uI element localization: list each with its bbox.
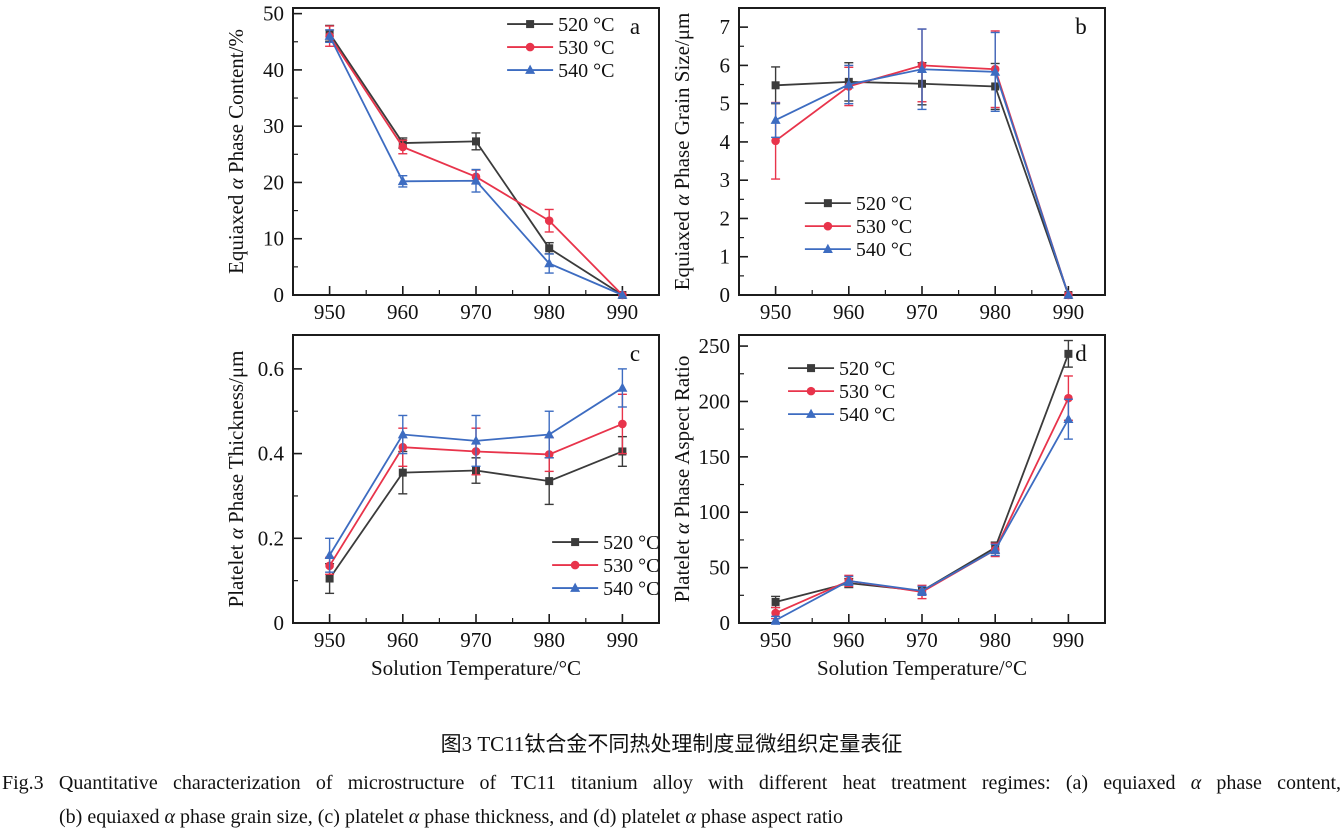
- svg-text:5: 5: [720, 92, 731, 116]
- svg-text:530 °C: 530 °C: [558, 37, 614, 59]
- caption-english: Fig.3 Quantitative characterization of m…: [2, 766, 1341, 834]
- svg-text:Equiaxed α Phase Content/%: Equiaxed α Phase Content/%: [224, 29, 248, 274]
- svg-text:0: 0: [720, 283, 731, 307]
- svg-text:c: c: [630, 341, 640, 366]
- panel-c: 950 960 970 980 990 0 0.2 0.4 0.6 Platelet α Phas…: [224, 329, 685, 689]
- svg-text:20: 20: [263, 170, 284, 194]
- svg-text:0: 0: [274, 611, 285, 635]
- svg-text:100: 100: [699, 500, 731, 524]
- svg-text:250: 250: [699, 334, 731, 358]
- svg-text:980: 980: [979, 300, 1011, 324]
- series-540 °C: [770, 28, 1074, 299]
- series-520 °C: [771, 339, 1073, 609]
- svg-text:960: 960: [833, 628, 865, 652]
- svg-text:970: 970: [460, 628, 492, 652]
- svg-text:980: 980: [979, 628, 1011, 652]
- svg-text:50: 50: [263, 2, 284, 26]
- series-540 °C: [324, 368, 628, 573]
- svg-text:960: 960: [833, 300, 865, 324]
- caption-chinese: 图3 TC11钛合金不同热处理制度显微组织定量表征: [440, 732, 903, 756]
- caption-english-line1: Fig.3 Quantitative characterization of m…: [2, 772, 1342, 794]
- svg-text:530 °C: 530 °C: [856, 216, 912, 238]
- svg-text:30: 30: [263, 114, 284, 138]
- svg-text:4: 4: [720, 130, 731, 154]
- svg-text:Platelet α Phase Thickness/μm: Platelet α Phase Thickness/μm: [224, 351, 248, 608]
- svg-text:980: 980: [533, 628, 565, 652]
- svg-text:Solution Temperature/°C: Solution Temperature/°C: [817, 656, 1027, 680]
- svg-text:150: 150: [699, 445, 731, 469]
- panel-d: 950 960 970 980 990 0 50 100 150 200 250 Platelet α…: [670, 329, 1131, 689]
- svg-text:40: 40: [263, 58, 284, 82]
- panel-b-chart: 950 960 970 980 990 0 1 2 3 4 5 6 7 Equiaxed α Phase …: [670, 7, 1106, 324]
- svg-text:990: 990: [607, 300, 639, 324]
- series-540 °C: [770, 398, 1074, 625]
- svg-text:0.2: 0.2: [258, 526, 284, 550]
- svg-text:d: d: [1075, 341, 1087, 366]
- svg-text:520 °C: 520 °C: [603, 532, 659, 554]
- panel-c-chart: 950 960 970 980 990 0 0.2 0.4 0.6 Platelet α Phas…: [224, 334, 660, 680]
- svg-text:Platelet α Phase Aspect Ratio: Platelet α Phase Aspect Ratio: [670, 356, 694, 603]
- svg-text:50: 50: [709, 556, 730, 580]
- svg-text:950: 950: [760, 300, 792, 324]
- svg-text:950: 950: [760, 628, 792, 652]
- panel-a-chart: 950 960 970 980 990 0 10 20 30 40 50 Equiaxed α Pha…: [224, 2, 660, 324]
- svg-text:950: 950: [314, 628, 346, 652]
- series-530 °C: [771, 375, 1073, 620]
- caption-english-line2: (b) equiaxed α phase grain size, (c) pla…: [59, 806, 843, 828]
- svg-text:960: 960: [387, 300, 419, 324]
- svg-text:a: a: [630, 14, 640, 39]
- svg-text:540 °C: 540 °C: [603, 578, 659, 600]
- svg-text:990: 990: [607, 628, 639, 652]
- svg-text:990: 990: [1053, 628, 1085, 652]
- svg-text:2: 2: [720, 206, 731, 230]
- series-540 °C: [324, 29, 628, 299]
- svg-text:540 °C: 540 °C: [856, 239, 912, 261]
- svg-text:970: 970: [906, 300, 938, 324]
- svg-text:200: 200: [699, 389, 731, 413]
- svg-text:530 °C: 530 °C: [839, 381, 895, 403]
- svg-text:970: 970: [460, 300, 492, 324]
- svg-text:Solution Temperature/°C: Solution Temperature/°C: [371, 656, 581, 680]
- svg-text:10: 10: [263, 227, 284, 251]
- svg-text:530 °C: 530 °C: [603, 555, 659, 577]
- svg-text:520 °C: 520 °C: [558, 14, 614, 36]
- svg-text:540 °C: 540 °C: [839, 404, 895, 426]
- svg-text:960: 960: [387, 628, 419, 652]
- panel-a: 950 960 970 980 990 0 10 20 30 40 50 Equiaxed α Pha…: [224, 0, 685, 335]
- svg-text:520 °C: 520 °C: [839, 358, 895, 380]
- svg-text:980: 980: [533, 300, 565, 324]
- svg-text:0: 0: [274, 283, 285, 307]
- svg-text:0.4: 0.4: [258, 442, 285, 466]
- panel-b: 950 960 970 980 990 0 1 2 3 4 5 6 7 Equiaxed α Phase …: [670, 0, 1131, 335]
- svg-text:b: b: [1075, 14, 1087, 39]
- svg-text:970: 970: [906, 628, 938, 652]
- svg-text:950: 950: [314, 300, 346, 324]
- svg-text:Equiaxed α Phase Grain Size/μm: Equiaxed α Phase Grain Size/μm: [670, 13, 694, 291]
- svg-text:1: 1: [720, 245, 731, 269]
- svg-text:540 °C: 540 °C: [558, 60, 614, 82]
- svg-text:990: 990: [1053, 300, 1085, 324]
- svg-text:0: 0: [720, 611, 731, 635]
- svg-text:6: 6: [720, 53, 731, 77]
- svg-text:0.6: 0.6: [258, 357, 284, 381]
- svg-text:7: 7: [720, 15, 731, 39]
- svg-text:3: 3: [720, 168, 731, 192]
- svg-text:520 °C: 520 °C: [856, 193, 912, 215]
